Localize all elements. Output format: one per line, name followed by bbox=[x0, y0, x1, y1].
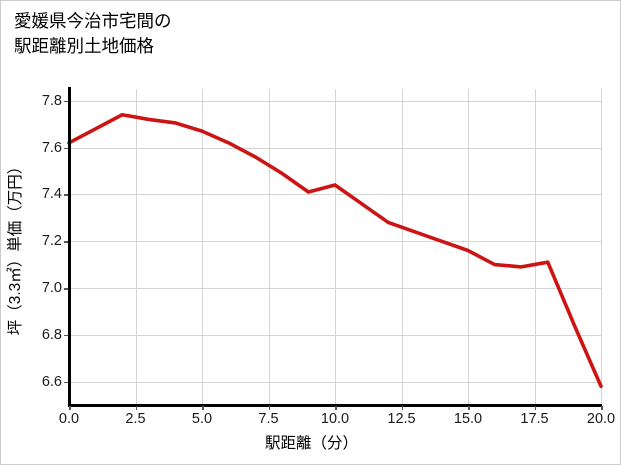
y-tick-label: 7.4 bbox=[41, 186, 62, 203]
y-tick-mark bbox=[64, 100, 68, 103]
x-tick-mark bbox=[601, 406, 603, 410]
gridline-vertical bbox=[601, 89, 602, 405]
x-tick-label: 0.0 bbox=[58, 411, 80, 427]
y-tick-label: 7.8 bbox=[41, 92, 62, 109]
plot-area bbox=[67, 89, 603, 405]
gridline-vertical bbox=[268, 89, 270, 405]
gridline-vertical bbox=[335, 89, 336, 405]
chart-title: 愛媛県今治市宅間の 駅距離別土地価格 bbox=[14, 11, 172, 57]
y-tick-label: 6.8 bbox=[41, 326, 62, 343]
x-tick-mark bbox=[401, 406, 404, 410]
gridline-vertical bbox=[534, 89, 536, 405]
x-tick-label: 12.5 bbox=[387, 411, 416, 427]
x-tick-label: 17.5 bbox=[520, 411, 549, 427]
y-tick-mark bbox=[64, 334, 68, 337]
y-tick-mark bbox=[64, 147, 68, 150]
x-tick-label: 20.0 bbox=[586, 411, 616, 427]
price-line-series bbox=[67, 112, 603, 389]
x-tick-label: 2.5 bbox=[125, 411, 146, 427]
y-tick-mark bbox=[64, 194, 68, 196]
gridline-vertical bbox=[401, 89, 403, 405]
x-tick-mark bbox=[268, 406, 271, 410]
y-tick-mark bbox=[64, 287, 68, 290]
x-axis-spine bbox=[68, 404, 602, 407]
x-tick-mark bbox=[69, 406, 71, 410]
gridline-vertical bbox=[202, 89, 203, 405]
y-tick-label: 7.2 bbox=[41, 233, 62, 250]
x-tick-mark bbox=[534, 406, 537, 410]
x-tick-label: 15.0 bbox=[453, 411, 483, 427]
x-tick-mark bbox=[202, 406, 204, 410]
line-series-svg bbox=[67, 112, 603, 389]
x-axis-label: 駅距離（分） bbox=[264, 435, 358, 452]
x-tick-mark bbox=[335, 406, 337, 410]
x-tick-label: 5.0 bbox=[191, 411, 213, 427]
y-tick-mark bbox=[64, 241, 68, 243]
y-tick-label: 6.6 bbox=[41, 373, 62, 390]
x-tick-mark bbox=[468, 406, 470, 410]
x-tick-label: 10.0 bbox=[320, 411, 350, 427]
y-tick-label: 7.0 bbox=[41, 279, 62, 296]
y-tick-label: 7.6 bbox=[41, 139, 62, 156]
gridline-vertical bbox=[468, 89, 469, 405]
x-tick-mark bbox=[135, 406, 138, 410]
y-axis-spine bbox=[68, 87, 71, 407]
gridline-vertical bbox=[135, 89, 137, 405]
x-tick-label: 7.5 bbox=[258, 411, 279, 427]
y-tick-mark bbox=[64, 381, 68, 384]
